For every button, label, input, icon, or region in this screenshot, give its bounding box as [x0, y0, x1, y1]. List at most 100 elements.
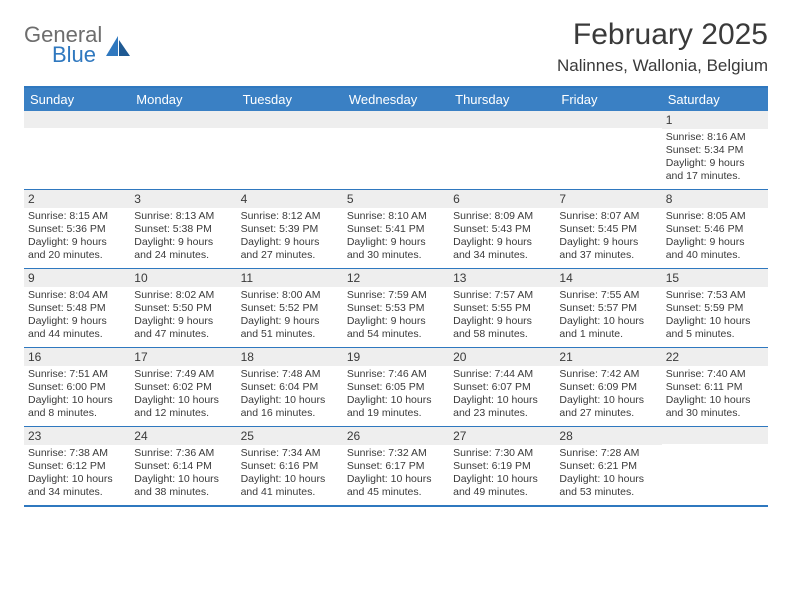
sunrise-text: Sunrise: 7:44 AM — [453, 368, 551, 381]
day-details: Sunrise: 8:13 AMSunset: 5:38 PMDaylight:… — [130, 208, 236, 267]
day-number: 10 — [130, 269, 236, 287]
sunset-text: Sunset: 6:12 PM — [28, 460, 126, 473]
day-number: 23 — [24, 427, 130, 445]
day-number: 21 — [555, 348, 661, 366]
title-block: February 2025 Nalinnes, Wallonia, Belgiu… — [557, 18, 768, 76]
day-details: Sunrise: 7:32 AMSunset: 6:17 PMDaylight:… — [343, 445, 449, 504]
day-cell: 25Sunrise: 7:34 AMSunset: 6:16 PMDayligh… — [237, 427, 343, 505]
daylight-text: Daylight: 9 hours and 17 minutes. — [666, 157, 764, 183]
day-number: 25 — [237, 427, 343, 445]
daylight-text: Daylight: 10 hours and 1 minute. — [559, 315, 657, 341]
sunrise-text: Sunrise: 8:05 AM — [666, 210, 764, 223]
sunrise-text: Sunrise: 7:28 AM — [559, 447, 657, 460]
daylight-text: Daylight: 10 hours and 30 minutes. — [666, 394, 764, 420]
sunrise-text: Sunrise: 7:38 AM — [28, 447, 126, 460]
week-row: 9Sunrise: 8:04 AMSunset: 5:48 PMDaylight… — [24, 268, 768, 347]
sunrise-text: Sunrise: 8:02 AM — [134, 289, 232, 302]
sunrise-text: Sunrise: 7:40 AM — [666, 368, 764, 381]
day-cell: 5Sunrise: 8:10 AMSunset: 5:41 PMDaylight… — [343, 190, 449, 268]
sunset-text: Sunset: 5:50 PM — [134, 302, 232, 315]
daylight-text: Daylight: 9 hours and 20 minutes. — [28, 236, 126, 262]
day-number: 24 — [130, 427, 236, 445]
daylight-text: Daylight: 10 hours and 41 minutes. — [241, 473, 339, 499]
day-number — [343, 111, 449, 128]
sunset-text: Sunset: 6:16 PM — [241, 460, 339, 473]
week-row: 1Sunrise: 8:16 AMSunset: 5:34 PMDaylight… — [24, 111, 768, 189]
sunrise-text: Sunrise: 7:59 AM — [347, 289, 445, 302]
day-details — [343, 128, 449, 134]
sunset-text: Sunset: 6:11 PM — [666, 381, 764, 394]
daylight-text: Daylight: 10 hours and 5 minutes. — [666, 315, 764, 341]
day-number — [237, 111, 343, 128]
daylight-text: Daylight: 9 hours and 54 minutes. — [347, 315, 445, 341]
sunset-text: Sunset: 5:43 PM — [453, 223, 551, 236]
day-details: Sunrise: 7:34 AMSunset: 6:16 PMDaylight:… — [237, 445, 343, 504]
day-details — [662, 444, 768, 450]
day-cell: 13Sunrise: 7:57 AMSunset: 5:55 PMDayligh… — [449, 269, 555, 347]
sunset-text: Sunset: 5:57 PM — [559, 302, 657, 315]
day-details: Sunrise: 7:30 AMSunset: 6:19 PMDaylight:… — [449, 445, 555, 504]
daylight-text: Daylight: 9 hours and 44 minutes. — [28, 315, 126, 341]
weekday-header: Monday — [130, 88, 236, 111]
sunrise-text: Sunrise: 7:55 AM — [559, 289, 657, 302]
day-cell: 16Sunrise: 7:51 AMSunset: 6:00 PMDayligh… — [24, 348, 130, 426]
day-cell: 2Sunrise: 8:15 AMSunset: 5:36 PMDaylight… — [24, 190, 130, 268]
day-number: 27 — [449, 427, 555, 445]
sunset-text: Sunset: 5:34 PM — [666, 144, 764, 157]
day-number: 3 — [130, 190, 236, 208]
day-number: 16 — [24, 348, 130, 366]
daylight-text: Daylight: 9 hours and 37 minutes. — [559, 236, 657, 262]
day-details: Sunrise: 7:55 AMSunset: 5:57 PMDaylight:… — [555, 287, 661, 346]
day-cell: 15Sunrise: 7:53 AMSunset: 5:59 PMDayligh… — [662, 269, 768, 347]
sunrise-text: Sunrise: 7:30 AM — [453, 447, 551, 460]
day-details: Sunrise: 8:15 AMSunset: 5:36 PMDaylight:… — [24, 208, 130, 267]
day-number — [24, 111, 130, 128]
day-details: Sunrise: 8:09 AMSunset: 5:43 PMDaylight:… — [449, 208, 555, 267]
daylight-text: Daylight: 10 hours and 38 minutes. — [134, 473, 232, 499]
day-details: Sunrise: 8:12 AMSunset: 5:39 PMDaylight:… — [237, 208, 343, 267]
day-cell: 8Sunrise: 8:05 AMSunset: 5:46 PMDaylight… — [662, 190, 768, 268]
sunrise-text: Sunrise: 8:13 AM — [134, 210, 232, 223]
week-row: 23Sunrise: 7:38 AMSunset: 6:12 PMDayligh… — [24, 426, 768, 505]
sunrise-text: Sunrise: 8:04 AM — [28, 289, 126, 302]
day-number — [662, 427, 768, 444]
day-details: Sunrise: 7:46 AMSunset: 6:05 PMDaylight:… — [343, 366, 449, 425]
sunrise-text: Sunrise: 7:53 AM — [666, 289, 764, 302]
sunset-text: Sunset: 6:07 PM — [453, 381, 551, 394]
day-details: Sunrise: 7:38 AMSunset: 6:12 PMDaylight:… — [24, 445, 130, 504]
day-details: Sunrise: 7:44 AMSunset: 6:07 PMDaylight:… — [449, 366, 555, 425]
day-details: Sunrise: 7:51 AMSunset: 6:00 PMDaylight:… — [24, 366, 130, 425]
weekday-header: Wednesday — [343, 88, 449, 111]
sunset-text: Sunset: 6:17 PM — [347, 460, 445, 473]
day-details: Sunrise: 7:49 AMSunset: 6:02 PMDaylight:… — [130, 366, 236, 425]
day-cell: 17Sunrise: 7:49 AMSunset: 6:02 PMDayligh… — [130, 348, 236, 426]
sunset-text: Sunset: 6:21 PM — [559, 460, 657, 473]
day-number: 2 — [24, 190, 130, 208]
day-cell — [24, 111, 130, 189]
weekday-header-row: Sunday Monday Tuesday Wednesday Thursday… — [24, 88, 768, 111]
day-number: 14 — [555, 269, 661, 287]
day-number: 9 — [24, 269, 130, 287]
day-cell — [449, 111, 555, 189]
day-number: 26 — [343, 427, 449, 445]
day-cell: 11Sunrise: 8:00 AMSunset: 5:52 PMDayligh… — [237, 269, 343, 347]
logo-sail-icon — [104, 34, 132, 60]
day-number: 5 — [343, 190, 449, 208]
sunrise-text: Sunrise: 8:16 AM — [666, 131, 764, 144]
daylight-text: Daylight: 9 hours and 24 minutes. — [134, 236, 232, 262]
day-number: 4 — [237, 190, 343, 208]
day-cell: 23Sunrise: 7:38 AMSunset: 6:12 PMDayligh… — [24, 427, 130, 505]
day-details: Sunrise: 7:53 AMSunset: 5:59 PMDaylight:… — [662, 287, 768, 346]
sunset-text: Sunset: 5:53 PM — [347, 302, 445, 315]
day-cell: 10Sunrise: 8:02 AMSunset: 5:50 PMDayligh… — [130, 269, 236, 347]
sunrise-text: Sunrise: 8:09 AM — [453, 210, 551, 223]
day-details: Sunrise: 8:00 AMSunset: 5:52 PMDaylight:… — [237, 287, 343, 346]
sunset-text: Sunset: 6:19 PM — [453, 460, 551, 473]
day-details: Sunrise: 8:04 AMSunset: 5:48 PMDaylight:… — [24, 287, 130, 346]
sunset-text: Sunset: 5:45 PM — [559, 223, 657, 236]
daylight-text: Daylight: 10 hours and 49 minutes. — [453, 473, 551, 499]
day-number: 13 — [449, 269, 555, 287]
sunrise-text: Sunrise: 7:36 AM — [134, 447, 232, 460]
weekday-header: Saturday — [662, 88, 768, 111]
calendar-page: General Blue February 2025 Nalinnes, Wal… — [0, 0, 792, 527]
